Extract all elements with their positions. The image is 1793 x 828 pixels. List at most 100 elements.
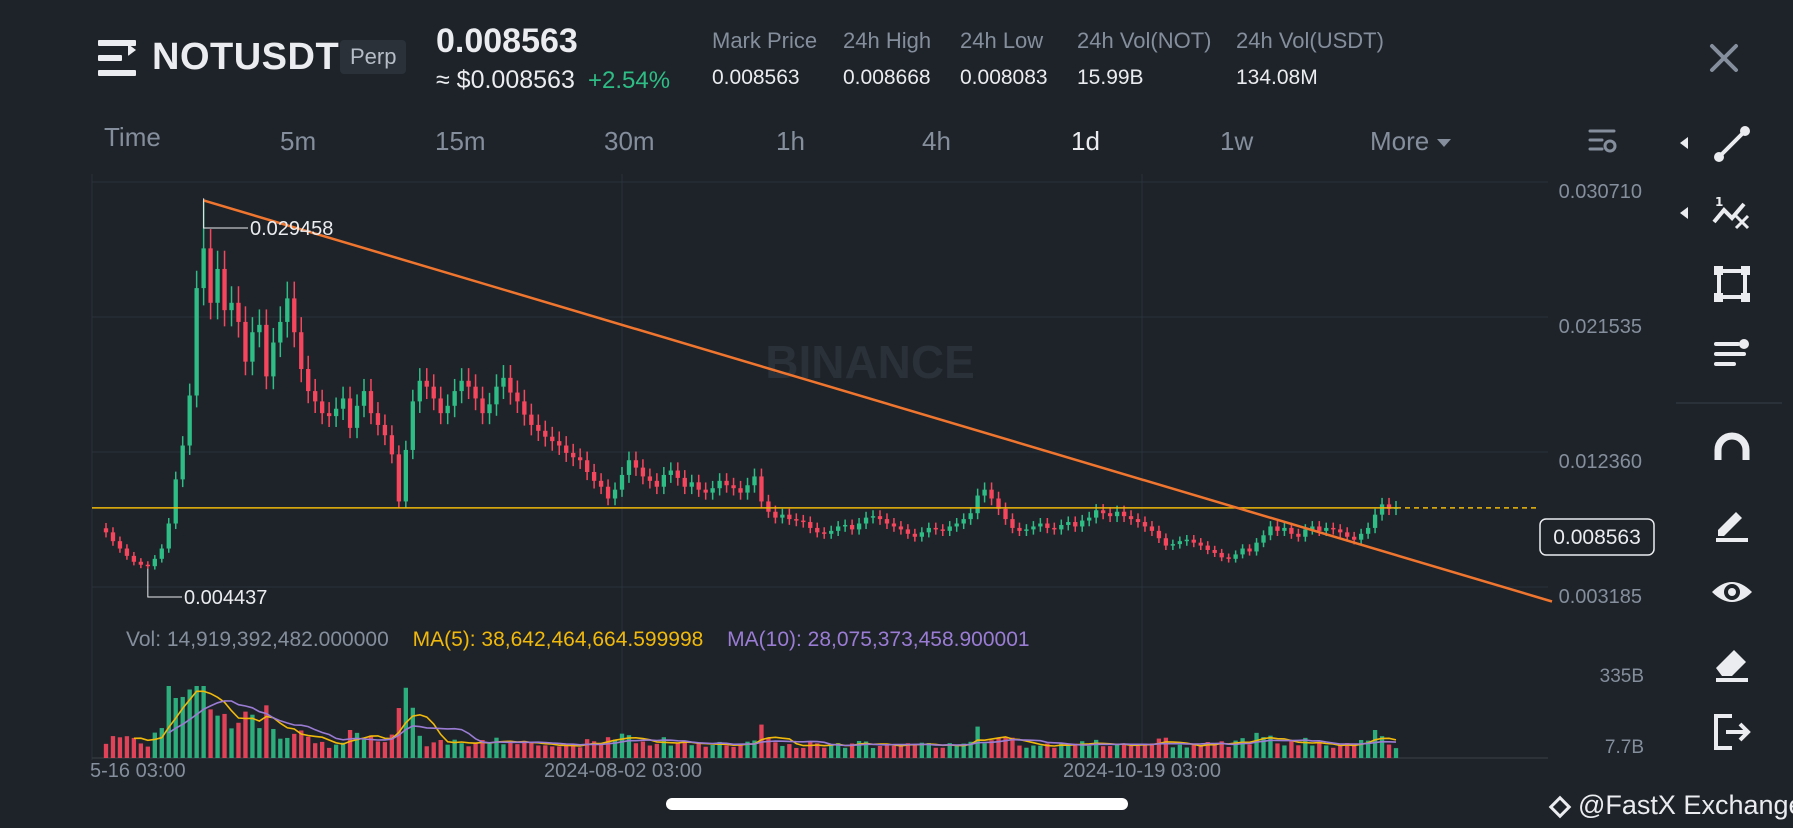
- candle-body: [1386, 504, 1392, 509]
- trendline-icon[interactable]: [1710, 122, 1754, 166]
- candle-body: [501, 377, 506, 387]
- candle-body: [954, 523, 959, 527]
- price-tick: 0.012360: [1559, 451, 1642, 473]
- volume-bar: [1324, 745, 1329, 758]
- candle-body: [131, 555, 137, 562]
- candle-body: [1254, 542, 1259, 552]
- rectangle-icon[interactable]: [1710, 262, 1754, 306]
- volume-bar: [933, 747, 938, 758]
- candle-body: [1017, 527, 1022, 531]
- symbol-name[interactable]: NOTUSDT: [152, 36, 340, 78]
- volume-bar: [661, 737, 666, 758]
- volume-legend: Vol: 14,919,392,482.000000 MA(5): 38,642…: [126, 628, 1048, 652]
- volume-bar: [459, 743, 464, 758]
- candle-body: [361, 391, 367, 406]
- candle-body: [173, 479, 178, 524]
- volume-bar: [773, 742, 778, 758]
- volume-bar: [863, 741, 869, 758]
- home-indicator[interactable]: [666, 798, 1128, 810]
- tab-more[interactable]: More: [1370, 126, 1452, 157]
- volume-bar: [619, 733, 625, 758]
- tab-1w[interactable]: 1w: [1220, 126, 1254, 156]
- volume-bar: [836, 743, 841, 758]
- chevron-down-icon: [1437, 139, 1452, 148]
- candle-body: [661, 474, 666, 487]
- candle-body: [396, 454, 402, 502]
- volume-bar: [870, 747, 876, 758]
- low-marker-line: [147, 568, 182, 598]
- eraser-icon[interactable]: [1710, 640, 1754, 684]
- candle-body: [940, 529, 945, 531]
- candle-body: [201, 248, 206, 289]
- candle-body: [333, 408, 339, 417]
- candle-body: [1135, 519, 1141, 523]
- candle-body: [271, 342, 276, 377]
- candle-body: [1121, 511, 1127, 517]
- stat-label: 24h Vol(USDT): [1236, 28, 1384, 53]
- volume-bar: [1275, 743, 1280, 758]
- exit-icon[interactable]: [1710, 710, 1754, 754]
- chart-settings-icon[interactable]: [1588, 126, 1618, 156]
- candle-body: [1066, 522, 1071, 525]
- candle-body: [898, 526, 904, 530]
- text-tool-icon[interactable]: [1710, 332, 1754, 376]
- candle-body: [313, 391, 318, 402]
- candle-body: [326, 413, 332, 417]
- volume-bar: [508, 740, 513, 758]
- candle-body: [564, 445, 569, 453]
- volume-bar: [431, 742, 436, 758]
- volume-bar: [208, 709, 213, 758]
- candle-body: [1240, 548, 1245, 555]
- tab-15m[interactable]: 15m: [435, 126, 486, 156]
- volume-bars: [103, 686, 1399, 758]
- volume-bar: [103, 743, 109, 758]
- candle-body: [1226, 557, 1231, 559]
- volume-bar: [787, 744, 792, 758]
- eye-icon[interactable]: [1710, 570, 1754, 614]
- candle-body: [1003, 508, 1008, 520]
- tab-4h[interactable]: 4h: [922, 126, 951, 156]
- volume-bar: [543, 745, 548, 758]
- tab-5m[interactable]: 5m: [280, 126, 317, 156]
- close-icon[interactable]: [1706, 40, 1742, 76]
- timeframe-bar: Time 5m 15m 30m 1h 4h 1d 1w More: [0, 118, 1480, 168]
- volume-bar: [919, 742, 924, 758]
- time-tick: 2024-10-19 03:00: [1063, 760, 1221, 782]
- pencil-icon[interactable]: [1710, 500, 1754, 544]
- candle-body: [926, 527, 931, 533]
- volume-bar: [131, 737, 137, 758]
- candle-body: [536, 424, 541, 431]
- candle-body: [410, 401, 415, 450]
- tab-1h[interactable]: 1h: [776, 126, 805, 156]
- tab-time[interactable]: Time: [104, 122, 161, 152]
- price-tick: 0.030710: [1559, 181, 1642, 203]
- volume-bar: [1393, 748, 1399, 758]
- candle-body: [1205, 545, 1210, 550]
- candle-body: [466, 380, 471, 387]
- volume-bar: [320, 741, 325, 758]
- candle-body: [640, 467, 646, 477]
- candle-body: [1289, 527, 1294, 534]
- candle-body: [578, 457, 583, 461]
- volume-bar: [1358, 740, 1364, 758]
- magnet-icon[interactable]: [1710, 430, 1754, 474]
- candle-body: [598, 480, 604, 487]
- fibonacci-icon[interactable]: 1: [1710, 192, 1754, 236]
- candle-body: [1114, 511, 1120, 517]
- volume-bar: [1303, 737, 1308, 758]
- volume-bar: [124, 736, 130, 758]
- time-tick: 2024-08-02 03:00: [544, 760, 702, 782]
- candle-body: [1268, 526, 1273, 536]
- candle-body: [389, 435, 395, 455]
- stat-value: 0.008083: [960, 66, 1048, 89]
- menu-icon[interactable]: [98, 40, 136, 76]
- candle-body: [166, 523, 171, 549]
- expand-arrow-icon[interactable]: [1680, 137, 1688, 149]
- volume-bar: [445, 744, 450, 758]
- expand-arrow-icon[interactable]: [1680, 207, 1688, 219]
- tab-30m[interactable]: 30m: [604, 126, 655, 156]
- tab-1d[interactable]: 1d: [1071, 126, 1100, 156]
- candle-body: [1365, 527, 1371, 534]
- price-chart[interactable]: BINANCE 0.030710 0.021535 0.012360 0.003…: [0, 160, 1660, 790]
- volume-bar: [905, 743, 911, 758]
